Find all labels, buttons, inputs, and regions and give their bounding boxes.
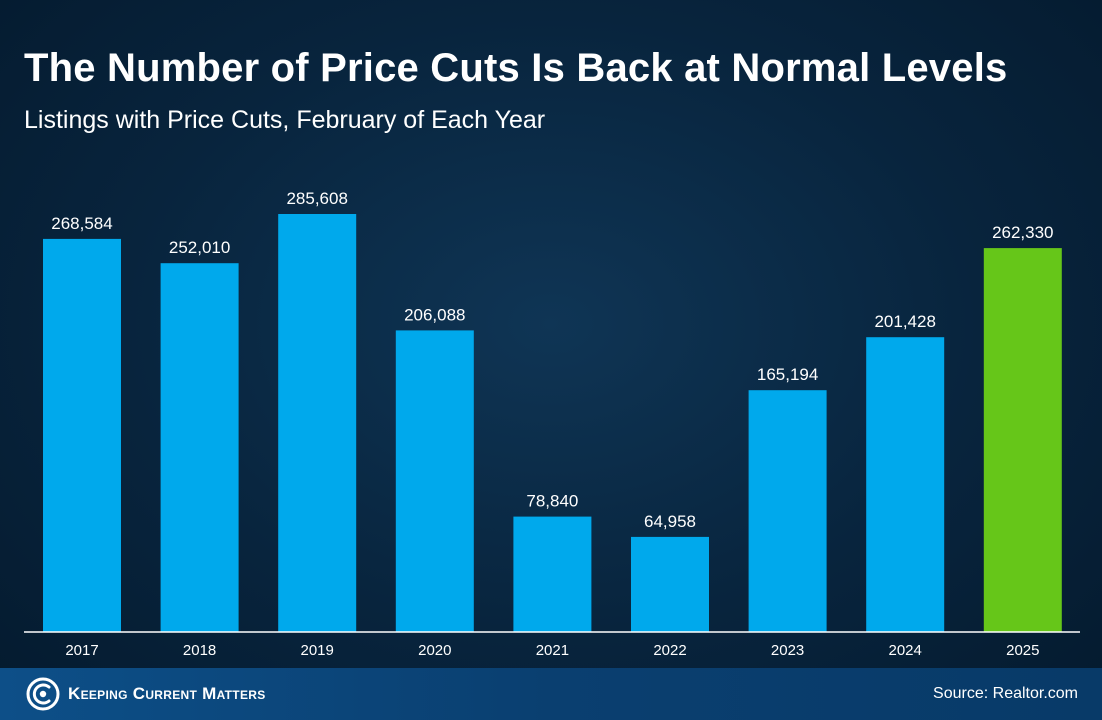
bar-2022 [631, 536, 709, 632]
footer-bar: Keeping Current Matters Source: Realtor.… [0, 668, 1102, 720]
bar-2023 [748, 390, 827, 632]
value-label-2021: 78,840 [526, 492, 578, 511]
bar-2025 [983, 248, 1062, 632]
tick-label-2025: 2025 [1006, 642, 1039, 659]
tick-label-2021: 2021 [536, 642, 569, 659]
bar-2017 [43, 238, 121, 632]
brand-logo[interactable]: Keeping Current Matters [26, 677, 266, 711]
value-label-2019: 285,608 [286, 189, 347, 208]
tick-label-2024: 2024 [889, 642, 922, 659]
x-tick-labels: 2017 2018 2019 2020 2021 2022 2023 2024 2025 [65, 642, 1039, 659]
value-labels: 268,584 252,010 285,608 206,088 78,840 64,958… [51, 189, 1053, 531]
value-label-2022: 64,958 [644, 512, 696, 531]
tick-label-2018: 2018 [183, 642, 216, 659]
bar-2021 [513, 516, 592, 632]
bar-2024 [866, 337, 945, 632]
value-label-2017: 268,584 [51, 214, 112, 233]
bar-2018 [160, 263, 239, 632]
value-label-2025: 262,330 [992, 223, 1053, 242]
value-label-2023: 165,194 [757, 365, 818, 384]
tick-label-2020: 2020 [418, 642, 451, 659]
value-label-2020: 206,088 [404, 305, 465, 324]
brand-name: Keeping Current Matters [68, 684, 266, 703]
kcm-logo-icon [26, 677, 60, 711]
tick-label-2022: 2022 [653, 642, 686, 659]
tick-label-2019: 2019 [301, 642, 334, 659]
source-note: Source: Realtor.com [933, 685, 1078, 702]
chart-subtitle: Listings with Price Cuts, February of Ea… [24, 106, 546, 134]
bar-chart: 268,584 252,010 285,608 206,088 78,840 64,958… [43, 189, 1062, 659]
value-label-2024: 201,428 [874, 312, 935, 331]
tick-label-2023: 2023 [771, 642, 804, 659]
tick-label-2017: 2017 [65, 642, 98, 659]
bar-series [43, 214, 1062, 632]
chart-title: The Number of Price Cuts Is Back at Norm… [24, 46, 1008, 90]
bar-2019 [278, 214, 357, 632]
bar-2020 [395, 330, 474, 632]
value-label-2018: 252,010 [169, 238, 230, 257]
